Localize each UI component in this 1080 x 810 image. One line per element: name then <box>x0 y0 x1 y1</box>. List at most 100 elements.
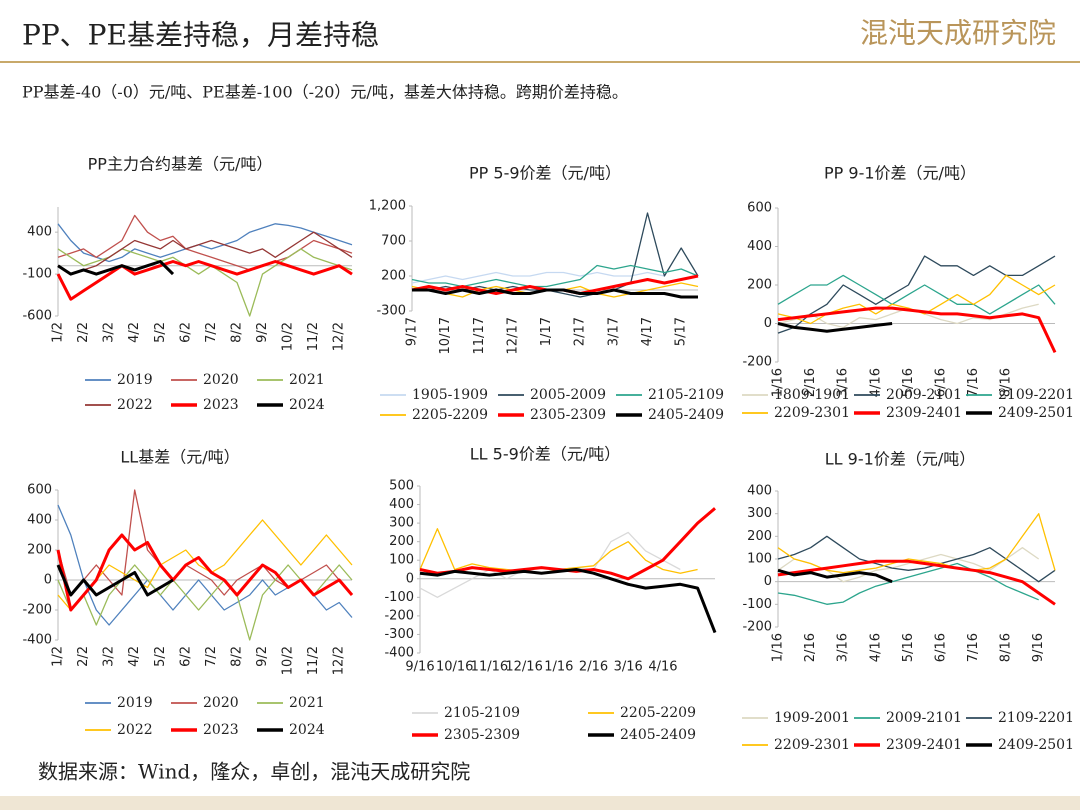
legend-label: 2405-2409 <box>648 407 724 423</box>
legend-label: 2309-2401 <box>886 737 962 753</box>
y-tick-label: 700 <box>381 234 406 249</box>
legend-label: 1905-1909 <box>412 387 488 403</box>
y-tick-label: 300 <box>389 516 414 531</box>
x-tick-label: 1/16 <box>771 633 786 662</box>
series-line <box>56 260 353 301</box>
series-line <box>777 535 1056 583</box>
y-tick-label: 400 <box>389 497 414 512</box>
y-tick-label: 100 <box>389 553 414 568</box>
legend-label: 2409-2501 <box>998 737 1074 753</box>
series-line <box>777 562 1039 605</box>
y-tick-label: 400 <box>747 239 772 254</box>
legend-label: 2105-2109 <box>444 705 520 721</box>
series-line <box>777 322 893 333</box>
x-tick-label: 9/2 <box>255 322 270 343</box>
legend-label: 2019 <box>117 372 153 388</box>
x-tick-label: 5/2 <box>153 646 168 667</box>
x-tick-label: 1/2 <box>51 646 66 667</box>
y-tick-label: -200 <box>742 355 772 370</box>
x-tick-label: 4/17 <box>640 317 655 346</box>
series-line <box>411 271 665 284</box>
x-tick-label: 1/16 <box>771 368 786 397</box>
x-tick-label: 3/2 <box>102 322 117 343</box>
logo: 混沌天成研究院 <box>860 17 1056 50</box>
y-tick-label: 500 <box>389 479 414 494</box>
legend-label: 2020 <box>203 695 239 711</box>
y-tick-label: 0 <box>764 574 772 589</box>
subtitle: PP基差-40（-0）元/吨、PE基差-100（-20）元/吨，基差大体持稳。跨… <box>22 83 628 102</box>
y-tick-label: -400 <box>384 646 414 661</box>
x-tick-label: 12/2 <box>332 646 347 675</box>
series-line <box>777 568 893 584</box>
series-line <box>411 264 699 288</box>
y-tick-label: 0 <box>764 316 772 331</box>
y-tick-label: 100 <box>747 552 772 567</box>
x-tick-label: 12/17 <box>505 317 520 354</box>
y-tick-label: 200 <box>27 543 52 558</box>
legend-label: 2009-2101 <box>886 387 962 403</box>
series-line <box>57 519 353 611</box>
source: 数据来源：Wind，隆众，卓创，混沌天成研究院 <box>38 760 470 784</box>
legend-label: 2409-2501 <box>998 405 1074 421</box>
y-tick-label: 400 <box>747 484 772 499</box>
chart-title: PP 5-9价差（元/吨） <box>469 164 621 183</box>
y-tick-label: -100 <box>384 590 414 605</box>
x-tick-label: 8/2 <box>229 646 244 667</box>
y-tick-label: 400 <box>27 225 52 240</box>
y-tick-label: 200 <box>381 269 406 284</box>
x-tick-label: 7/2 <box>204 322 219 343</box>
x-tick-label: 3/16 <box>836 368 851 397</box>
x-tick-label: 4/16 <box>868 368 883 397</box>
x-tick-label: 6/2 <box>178 322 193 343</box>
y-tick-label: -100 <box>22 267 52 282</box>
slide-title: PP、PE基差持稳，月差持稳 <box>22 19 379 52</box>
legend-label: 2005-2009 <box>530 387 606 403</box>
legend-label: 2109-2201 <box>998 387 1074 403</box>
x-tick-label: 6/16 <box>933 633 948 662</box>
x-tick-label: 7/2 <box>204 646 219 667</box>
x-tick-label: 3/17 <box>606 317 621 346</box>
x-tick-label: 11/2 <box>306 322 321 351</box>
x-tick-label: 6/2 <box>178 646 193 667</box>
x-tick-label: 11/17 <box>472 317 487 354</box>
y-tick-label: -300 <box>384 627 414 642</box>
series-line <box>57 223 353 263</box>
legend-label: 2021 <box>289 372 325 388</box>
legend-label: 2109-2201 <box>998 710 1074 726</box>
y-tick-label: -100 <box>742 597 772 612</box>
x-tick-label: 12/2 <box>332 322 347 351</box>
footer-band <box>0 796 1080 810</box>
x-tick-label: 5/17 <box>674 317 689 346</box>
chart-title: PP主力合约基差（元/吨） <box>88 155 273 174</box>
x-tick-label: 2/2 <box>76 646 91 667</box>
legend-label: 2305-2309 <box>530 407 606 423</box>
x-tick-label: 10/17 <box>438 317 453 354</box>
y-tick-label: 200 <box>747 278 772 293</box>
legend-label: 2019 <box>117 695 153 711</box>
x-tick-label: 8/16 <box>999 633 1014 662</box>
x-tick-label: 4/16 <box>648 660 677 675</box>
x-tick-label: 5/2 <box>153 322 168 343</box>
series-line <box>419 528 698 574</box>
legend-label: 2205-2209 <box>620 705 696 721</box>
x-tick-label: 2/17 <box>573 317 588 346</box>
series-line <box>57 248 353 317</box>
x-tick-label: 9/16 <box>1031 633 1046 662</box>
series-line <box>419 568 717 634</box>
x-tick-label: 9/2 <box>255 646 270 667</box>
y-tick-label: 0 <box>44 573 52 588</box>
x-tick-label: 2/16 <box>803 633 818 662</box>
y-tick-label: 1,200 <box>369 199 406 214</box>
x-tick-label: 2/16 <box>803 368 818 397</box>
legend-label: 1909-2001 <box>774 710 850 726</box>
y-tick-label: 300 <box>747 506 772 521</box>
y-tick-label: 200 <box>389 534 414 549</box>
x-tick-label: 6/16 <box>933 368 948 397</box>
x-tick-label: 3/16 <box>836 633 851 662</box>
series-line <box>777 274 1056 315</box>
legend-label: 2205-2209 <box>412 407 488 423</box>
series-line <box>56 533 354 612</box>
x-tick-label: 12/16 <box>505 660 542 675</box>
legend-label: 2021 <box>289 695 325 711</box>
